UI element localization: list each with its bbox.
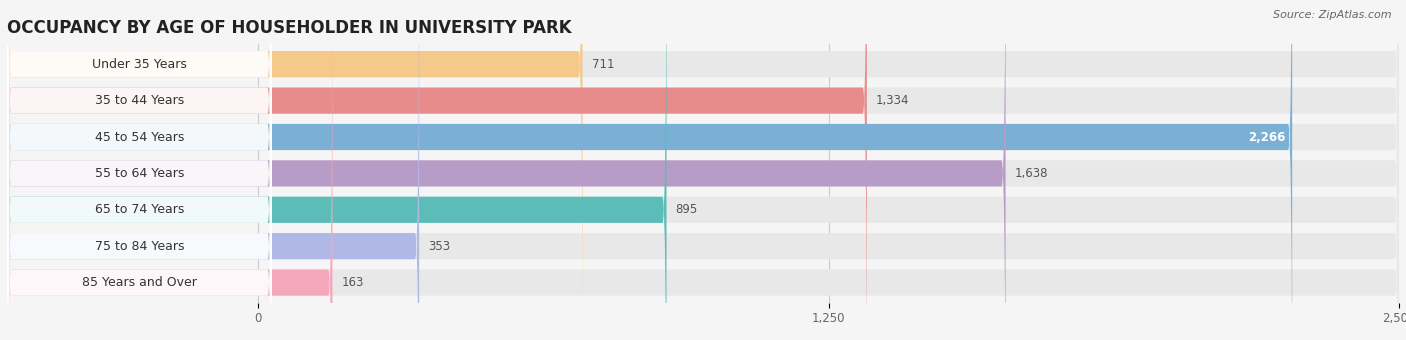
Text: 85 Years and Over: 85 Years and Over — [82, 276, 197, 289]
FancyBboxPatch shape — [7, 0, 271, 340]
Text: 35 to 44 Years: 35 to 44 Years — [94, 94, 184, 107]
FancyBboxPatch shape — [7, 0, 1399, 340]
Text: 711: 711 — [592, 58, 614, 71]
Text: 1,638: 1,638 — [1015, 167, 1049, 180]
FancyBboxPatch shape — [7, 0, 1399, 340]
FancyBboxPatch shape — [7, 0, 271, 340]
FancyBboxPatch shape — [7, 0, 1399, 340]
Text: 45 to 54 Years: 45 to 54 Years — [94, 131, 184, 143]
Text: OCCUPANCY BY AGE OF HOUSEHOLDER IN UNIVERSITY PARK: OCCUPANCY BY AGE OF HOUSEHOLDER IN UNIVE… — [7, 19, 572, 37]
Text: 1,334: 1,334 — [876, 94, 910, 107]
FancyBboxPatch shape — [7, 0, 1399, 340]
Text: 163: 163 — [342, 276, 364, 289]
FancyBboxPatch shape — [7, 0, 1399, 340]
FancyBboxPatch shape — [7, 0, 271, 340]
Text: 55 to 64 Years: 55 to 64 Years — [94, 167, 184, 180]
Text: Source: ZipAtlas.com: Source: ZipAtlas.com — [1274, 10, 1392, 20]
FancyBboxPatch shape — [7, 0, 868, 340]
FancyBboxPatch shape — [7, 0, 1399, 340]
FancyBboxPatch shape — [7, 0, 271, 340]
FancyBboxPatch shape — [7, 0, 271, 340]
FancyBboxPatch shape — [7, 0, 271, 340]
Text: 75 to 84 Years: 75 to 84 Years — [94, 240, 184, 253]
FancyBboxPatch shape — [7, 0, 1399, 340]
Text: 353: 353 — [429, 240, 450, 253]
FancyBboxPatch shape — [7, 0, 271, 340]
FancyBboxPatch shape — [7, 0, 419, 340]
FancyBboxPatch shape — [7, 0, 666, 340]
Text: 895: 895 — [676, 203, 697, 216]
FancyBboxPatch shape — [7, 0, 332, 340]
FancyBboxPatch shape — [7, 0, 582, 340]
Text: 65 to 74 Years: 65 to 74 Years — [94, 203, 184, 216]
FancyBboxPatch shape — [7, 0, 1292, 340]
Text: 2,266: 2,266 — [1249, 131, 1285, 143]
FancyBboxPatch shape — [7, 0, 1005, 340]
Text: Under 35 Years: Under 35 Years — [91, 58, 187, 71]
